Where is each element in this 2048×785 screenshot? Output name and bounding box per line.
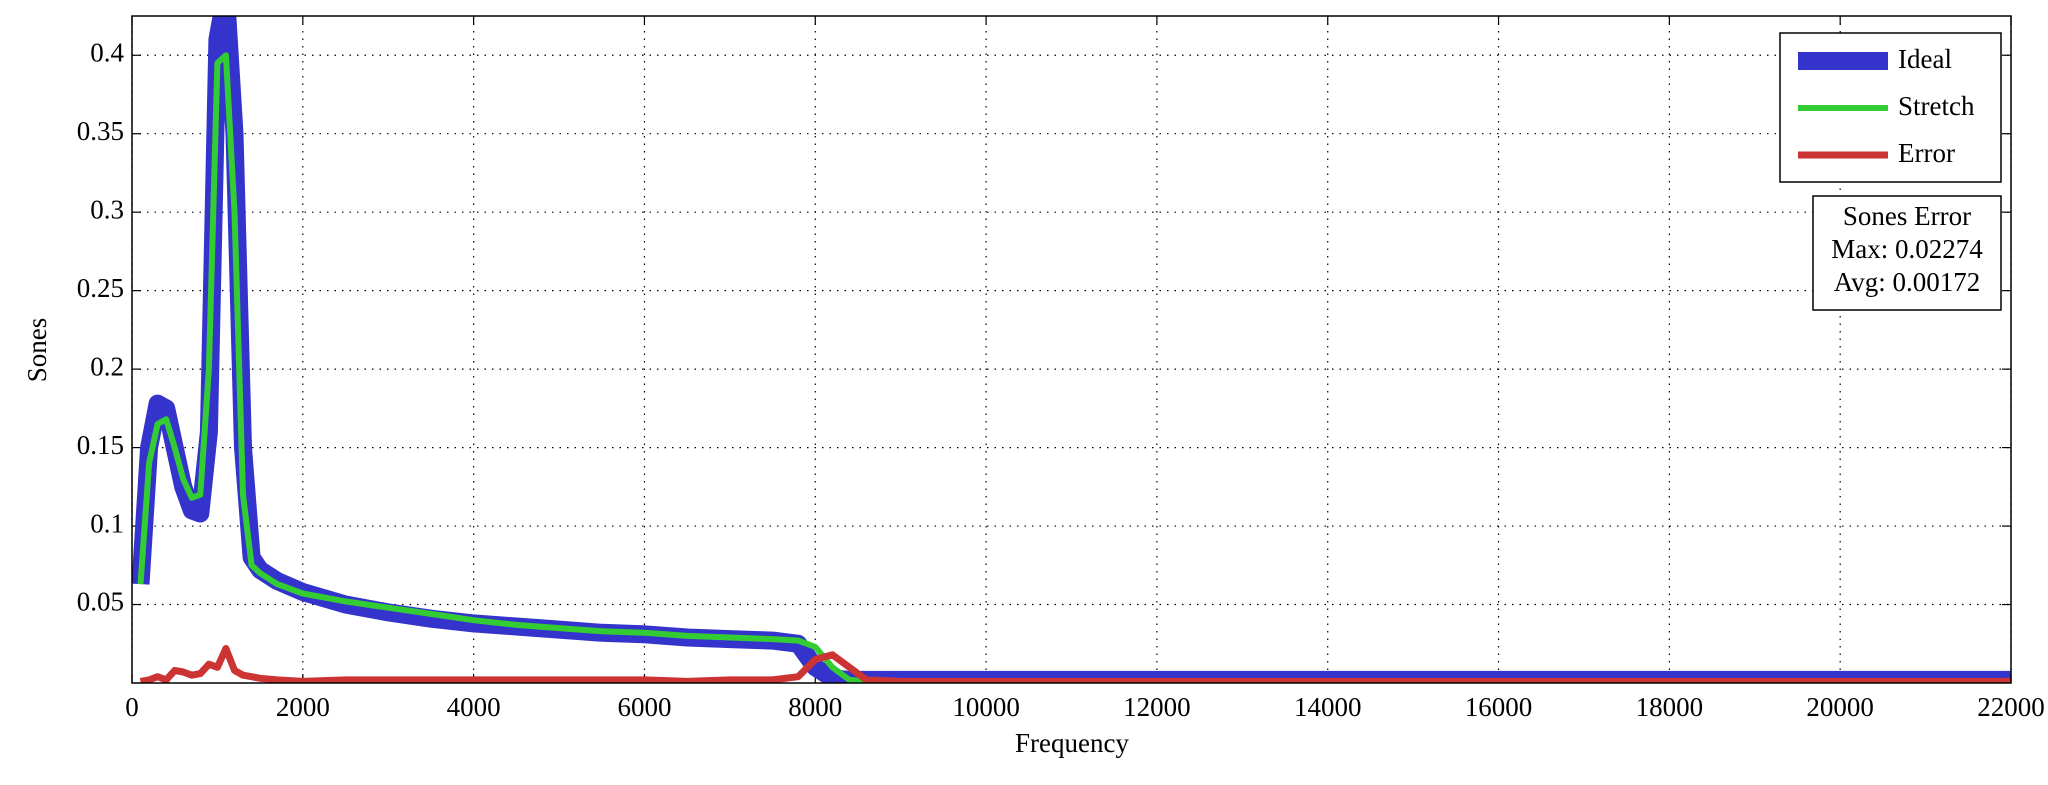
x-tick-label: 14000 [1294,692,1362,722]
annotation-text: Avg: 0.00172 [1834,267,1981,297]
series-line [137,52,2011,683]
x-tick-label: 20000 [1806,692,1874,722]
y-tick-label: 0.3 [90,194,124,224]
plot-lines [132,16,2011,683]
y-tick-label: 0.05 [77,587,124,617]
series-line [132,16,2011,683]
y-tick-label: 0.25 [77,273,124,303]
legend-label: Error [1898,138,1955,168]
y-tick-label: 0.35 [77,116,124,146]
series-line [139,645,2011,683]
legend-label: Stretch [1898,91,1975,121]
annotation-text: Max: 0.02274 [1831,234,1983,264]
annotation-box [1812,195,2002,311]
x-tick-label: 6000 [617,692,671,722]
plot-frame [131,15,2012,684]
y-tick-label: 0.2 [90,351,124,381]
x-axis-label: Frequency [1015,728,1129,758]
x-tick-label: 2000 [276,692,330,722]
x-tick-label: 18000 [1636,692,1704,722]
x-tick-label: 22000 [1977,692,2045,722]
y-tick-label: 0.15 [77,430,124,460]
x-tick-label: 16000 [1465,692,1533,722]
x-tick-label: 4000 [447,692,501,722]
y-tick-label: 0.4 [90,37,124,67]
x-tick-label: 10000 [952,692,1020,722]
x-tick-label: 0 [125,692,139,722]
annotation-text: Sones Error [1843,201,1971,231]
y-tick-label: 0.1 [90,508,124,538]
x-tick-label: 12000 [1123,692,1191,722]
y-axis-label: Sones [22,318,52,383]
x-tick-label: 8000 [788,692,842,722]
legend-label: Ideal [1898,44,1952,74]
